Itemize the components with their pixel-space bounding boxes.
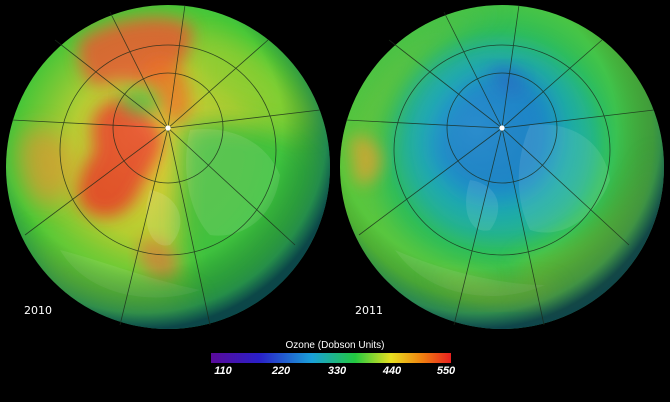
legend-tick-220: 220 [271, 365, 291, 377]
globe-2011 [340, 4, 664, 329]
north-pole-marker-2010 [165, 125, 171, 131]
year-label-2010: 2010 [24, 304, 52, 317]
year-label-2011: 2011 [355, 304, 383, 317]
graticule-2010 [11, 4, 321, 326]
legend-title: Ozone (Dobson Units) [285, 340, 385, 351]
legend-tick-330: 330 [327, 365, 347, 377]
legend-tick-550: 550 [436, 365, 456, 377]
graticule-2011 [345, 4, 655, 326]
ozone-colorbar [211, 353, 451, 363]
legend-tick-110: 110 [214, 365, 232, 377]
legend-tick-440: 440 [382, 365, 402, 377]
north-pole-marker-2011 [499, 125, 505, 131]
globe-2010 [6, 4, 330, 329]
